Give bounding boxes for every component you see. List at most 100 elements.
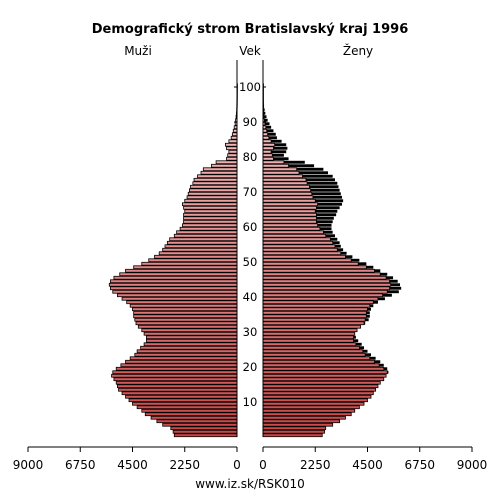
female-bar — [262, 230, 324, 235]
female-surplus-bar — [353, 335, 356, 339]
female-surplus-bar — [302, 174, 333, 178]
female-bar — [262, 139, 272, 144]
male-x-tick-label: 6750 — [65, 458, 96, 472]
female-surplus-bar — [315, 199, 344, 203]
male-bar — [132, 307, 238, 312]
female-surplus-bar — [273, 157, 289, 161]
male-bar — [110, 279, 238, 284]
female-bar — [262, 391, 374, 396]
female-bar — [262, 146, 274, 151]
male-bar — [112, 370, 238, 375]
female-surplus-bar — [345, 255, 353, 259]
male-bar — [108, 282, 238, 287]
female-bar — [262, 244, 336, 249]
female-bar — [262, 198, 316, 203]
male-bar — [143, 342, 238, 347]
female-surplus-bar — [389, 279, 398, 283]
male-bar — [182, 202, 238, 207]
male-bar — [190, 184, 238, 189]
female-bar — [262, 282, 392, 287]
male-bar — [184, 209, 238, 214]
female-bar — [262, 286, 390, 291]
male-bar — [121, 391, 238, 396]
male-bar — [162, 422, 238, 427]
male-bar — [113, 377, 238, 382]
female-surplus-bar — [273, 146, 288, 150]
female-surplus-bar — [362, 349, 368, 353]
female-bar — [262, 268, 375, 273]
female-surplus-bar — [271, 139, 282, 143]
female-surplus-bar — [316, 216, 334, 220]
male-bar — [183, 219, 238, 224]
female-label: Ženy — [343, 43, 373, 58]
male-bars — [108, 83, 238, 438]
female-bar — [262, 153, 273, 158]
male-bar — [154, 254, 238, 259]
male-bar — [128, 398, 238, 403]
male-bar — [182, 223, 238, 228]
male-bar — [136, 405, 238, 410]
female-bar — [262, 317, 366, 322]
age-label: Vek — [239, 44, 261, 58]
female-bar — [262, 226, 321, 231]
female-bar — [262, 433, 323, 438]
age-tick-label: 80 — [243, 150, 258, 164]
female-surplus-bar — [307, 181, 338, 185]
female-surplus-bar — [365, 318, 369, 322]
female-surplus-bar — [267, 132, 276, 136]
chart-title: Demografický strom Bratislavský kraj 199… — [92, 22, 409, 37]
female-surplus-bar — [271, 150, 287, 154]
male-bar — [215, 160, 238, 165]
female-bar — [262, 167, 298, 172]
female-bar — [262, 184, 310, 189]
female-bar — [262, 300, 374, 305]
male-bar — [193, 177, 238, 182]
female-surplus-bar — [317, 223, 332, 227]
female-bar — [262, 181, 308, 186]
female-surplus-bar — [365, 353, 371, 357]
female-surplus-bar — [263, 111, 266, 115]
female-x-tick-label: 4500 — [352, 458, 383, 472]
female-surplus-bar — [296, 167, 324, 171]
male-bar — [148, 258, 238, 263]
female-bar — [262, 314, 367, 319]
female-surplus-bar — [268, 136, 277, 140]
female-bar — [262, 174, 303, 179]
male-bar — [173, 233, 238, 238]
female-bar — [262, 345, 360, 350]
female-bar — [262, 324, 361, 329]
female-bar — [262, 265, 367, 270]
female-surplus-bar — [383, 367, 388, 371]
female-bar — [262, 149, 272, 154]
male-bar — [183, 212, 238, 217]
female-bar — [262, 279, 390, 284]
female-surplus-bar — [316, 213, 337, 217]
female-bar — [262, 205, 317, 210]
male-bar — [115, 366, 238, 371]
male-bar — [169, 237, 238, 242]
male-bar — [232, 128, 238, 133]
male-bar — [202, 167, 238, 172]
male-bar — [231, 132, 238, 137]
female-surplus-bar — [309, 185, 339, 189]
female-bar — [262, 293, 383, 298]
male-bar — [119, 272, 238, 277]
female-bar — [262, 405, 360, 410]
male-bar — [141, 261, 238, 266]
female-bar — [262, 422, 334, 427]
male-bar — [144, 412, 238, 417]
female-surplus-bar — [266, 129, 274, 133]
male-bar — [162, 247, 238, 252]
male-bar — [228, 139, 238, 144]
male-bar — [140, 345, 238, 350]
female-surplus-bar — [272, 153, 284, 157]
female-surplus-bar — [351, 258, 360, 262]
age-tick-label: 60 — [243, 220, 258, 234]
female-surplus-bar — [325, 234, 335, 238]
male-bar — [141, 408, 238, 413]
male-bar — [112, 289, 238, 294]
male-x-tick-label: 0 — [233, 458, 241, 472]
male-bar — [211, 163, 238, 168]
female-surplus-bar — [389, 286, 402, 290]
